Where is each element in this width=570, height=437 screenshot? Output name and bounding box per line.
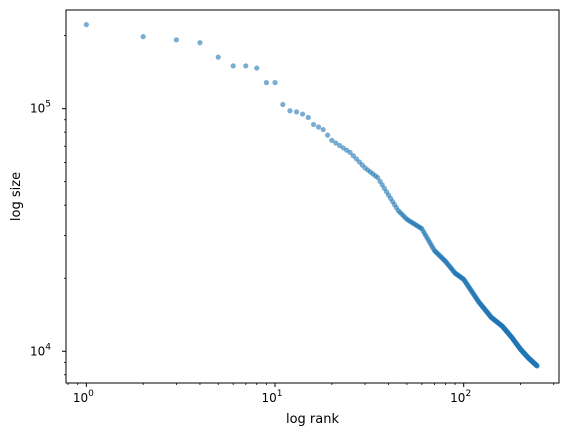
data-point (350, 153, 356, 159)
data-point (315, 124, 322, 130)
data-point (173, 37, 179, 43)
data-point (347, 149, 353, 156)
data-point (230, 63, 236, 69)
y-axis-ticks: 104 105 (30, 35, 66, 376)
data-point (329, 137, 335, 143)
data-point (310, 121, 317, 128)
x-tick-label: 102 (450, 389, 471, 405)
data-point (280, 101, 286, 108)
data-point (320, 126, 326, 133)
data-point (254, 65, 260, 71)
plot-area (66, 10, 559, 383)
data-point (197, 40, 203, 46)
data-point (534, 363, 540, 369)
data-point (140, 34, 146, 40)
data-points (83, 22, 540, 369)
data-point (83, 22, 89, 28)
data-point (333, 140, 339, 146)
x-tick-label: 101 (262, 389, 283, 405)
y-tick-label: 104 (30, 342, 51, 358)
y-tick-label: 105 (30, 100, 51, 116)
data-point (215, 54, 221, 60)
data-point (375, 174, 381, 181)
data-point (293, 109, 300, 115)
data-point (287, 108, 293, 114)
x-axis-label: log rank (286, 412, 340, 427)
data-point (243, 63, 249, 69)
data-point (305, 114, 311, 121)
data-point (300, 111, 306, 117)
data-point (325, 132, 331, 138)
plot-frame (65, 9, 560, 384)
x-axis-ticks: 100 101 102 (67, 383, 555, 405)
x-tick-label: 100 (73, 389, 94, 405)
data-point (272, 80, 278, 86)
data-point (263, 80, 269, 86)
y-axis-label: log size (9, 172, 24, 221)
